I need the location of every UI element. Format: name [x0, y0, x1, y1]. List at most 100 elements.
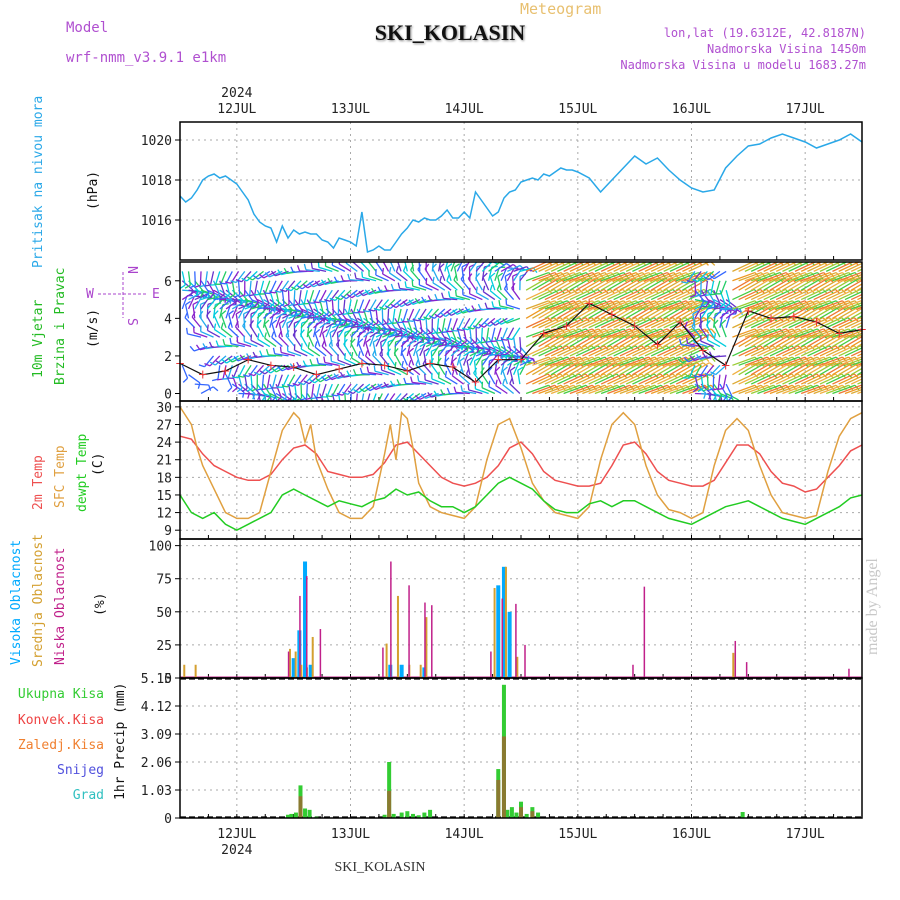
wind-barb-flag: [480, 367, 485, 373]
wind-barb-flag: [467, 383, 470, 391]
wind-barb: [480, 372, 490, 385]
wind-barb: [363, 328, 376, 338]
total-rain-bar: [422, 812, 427, 818]
wind-barb: [500, 355, 513, 366]
wind-barb: [844, 302, 862, 310]
wind-barb: [321, 383, 327, 398]
wind-barb-flag: [352, 321, 358, 327]
wind-barb: [293, 290, 296, 305]
wind-barb-flag: [199, 284, 206, 288]
wind-barb-flag: [372, 322, 379, 327]
wind-barb: [575, 328, 599, 338]
wind-barb: [738, 300, 762, 310]
mid-cloud-bar: [385, 643, 388, 678]
wind-barb: [281, 290, 285, 305]
wind-barb: [738, 373, 761, 385]
wind-barb: [550, 384, 574, 395]
wind-barb: [807, 262, 830, 272]
wind-barb-flag: [411, 334, 414, 341]
wind-barb: [347, 299, 352, 314]
wind-barb: [557, 277, 579, 291]
wind-barb-flag: [505, 353, 508, 360]
wind-barb-flag: [274, 290, 281, 293]
y-tick-label: 25: [156, 639, 172, 654]
convective-rain-bar: [519, 807, 523, 818]
wind-barb-flag: [219, 282, 226, 285]
wind-barb-flag: [166, 332, 168, 338]
wind-barb: [575, 345, 599, 357]
wind-barb: [800, 271, 824, 282]
wind-barb-flag: [184, 311, 189, 318]
y-tick-label: 50: [156, 606, 172, 621]
wind-barb: [850, 378, 862, 385]
wind-barb-flag: [173, 330, 175, 336]
wind-barb-flag: [459, 357, 465, 362]
wind-barb: [368, 371, 383, 376]
mid-cloud-bar: [311, 636, 314, 678]
wind-barb-flag: [379, 306, 386, 311]
y-tick-label: 4: [164, 312, 172, 327]
wind-barb-flag: [709, 334, 715, 339]
wind-barb-flag: [683, 357, 689, 363]
wind-barb-flag: [879, 318, 883, 322]
wind-barb: [850, 332, 862, 338]
wind-barb-flag: [422, 358, 427, 365]
wind-barb-flag: [437, 357, 442, 364]
top-axis-tick-label: 16JUL: [672, 102, 711, 117]
wind-barb: [513, 266, 528, 273]
wind-barb-flag: [489, 284, 493, 291]
wind-barb: [290, 280, 302, 292]
bottom-axis-tick-label: 12JUL: [217, 827, 256, 842]
wind-barb: [807, 356, 831, 366]
wind-barb: [494, 267, 500, 281]
wind-barb: [588, 271, 612, 282]
wind-barb: [532, 373, 555, 385]
wind-barb-flag: [340, 295, 347, 300]
wind-barb: [544, 271, 568, 282]
wind-barb-flag: [273, 306, 277, 313]
wind-barb: [782, 300, 806, 310]
wind-barb: [544, 333, 566, 348]
wind-barb: [369, 383, 383, 392]
wind-barb: [311, 384, 315, 399]
wind-barb: [394, 333, 409, 338]
wind-barb: [438, 377, 452, 385]
wind-barb: [684, 326, 696, 338]
wind-barb: [850, 276, 862, 282]
watermark: made by Angel: [864, 558, 881, 655]
wind-barb: [503, 288, 515, 300]
wind-barb-flag: [222, 339, 226, 346]
wind-barb: [694, 298, 709, 304]
wind-barb: [588, 262, 611, 272]
wind-barb-flag: [446, 263, 453, 268]
wind-barb: [832, 277, 854, 291]
wind-barb: [563, 262, 586, 272]
wind-barb: [644, 362, 667, 376]
y-axis-label: 1hr Precip (mm): [113, 683, 128, 800]
wind-barb: [406, 298, 421, 307]
y-tick-label: 3.09: [141, 728, 172, 743]
wind-barb-flag: [323, 356, 326, 363]
wind-speed-marker: +: [334, 362, 344, 376]
wind-barb: [800, 384, 824, 395]
wind-barb: [725, 383, 733, 398]
wind-barb-flag: [434, 313, 441, 319]
wind-barb: [732, 288, 755, 301]
wind-barb: [700, 374, 704, 389]
wind-barb: [356, 317, 370, 327]
wind-barb-flag: [355, 407, 361, 408]
wind-barb-flag: [441, 292, 445, 299]
wind-barb: [406, 337, 419, 348]
wind-barb: [488, 336, 496, 350]
wind-barb: [657, 277, 679, 291]
wind-barb: [262, 289, 270, 304]
wind-barb: [782, 384, 806, 395]
wind-barb: [424, 268, 433, 282]
wind-barb-flag: [252, 351, 257, 358]
wind-barb: [775, 328, 799, 338]
wind-barb: [495, 385, 508, 395]
total-rain-bar: [391, 813, 396, 818]
wind-barb: [769, 317, 792, 329]
wind-barb-flag: [693, 375, 700, 378]
wind-barb: [496, 327, 502, 342]
